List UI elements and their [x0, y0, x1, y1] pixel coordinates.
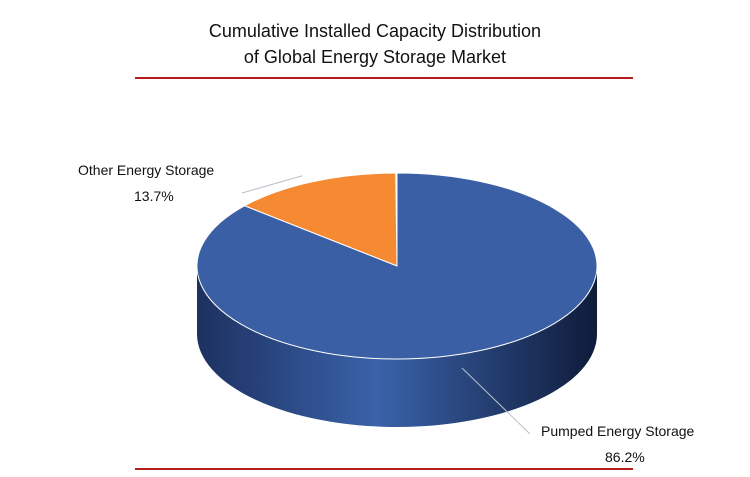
leader-lines — [241, 175, 531, 435]
slice-label-other-energy-storage: Other Energy Storage — [78, 162, 215, 178]
pie-slice — [196, 172, 598, 360]
chart-title: Cumulative Installed Capacity Distributi… — [0, 18, 750, 70]
leader-line-other-energy-storage — [241, 175, 303, 194]
pie-slice — [243, 172, 398, 267]
leader-line-pumped-energy-storage — [461, 367, 531, 435]
pie-side-wall — [197, 266, 597, 427]
slice-value-pumped-energy-storage: 86.2% — [605, 449, 645, 465]
slice-label-pumped-energy-storage: Pumped Energy Storage — [541, 423, 695, 439]
slice-value-other-energy-storage: 13.7% — [134, 188, 174, 204]
title-divider-top — [135, 77, 633, 79]
pie-side — [197, 266, 597, 427]
chart-title-line-1: Cumulative Installed Capacity Distributi… — [208, 21, 542, 41]
chart-title-line-2: of Global Energy Storage Market — [243, 47, 507, 67]
title-divider-bottom — [135, 468, 633, 470]
pie-top — [196, 172, 598, 360]
